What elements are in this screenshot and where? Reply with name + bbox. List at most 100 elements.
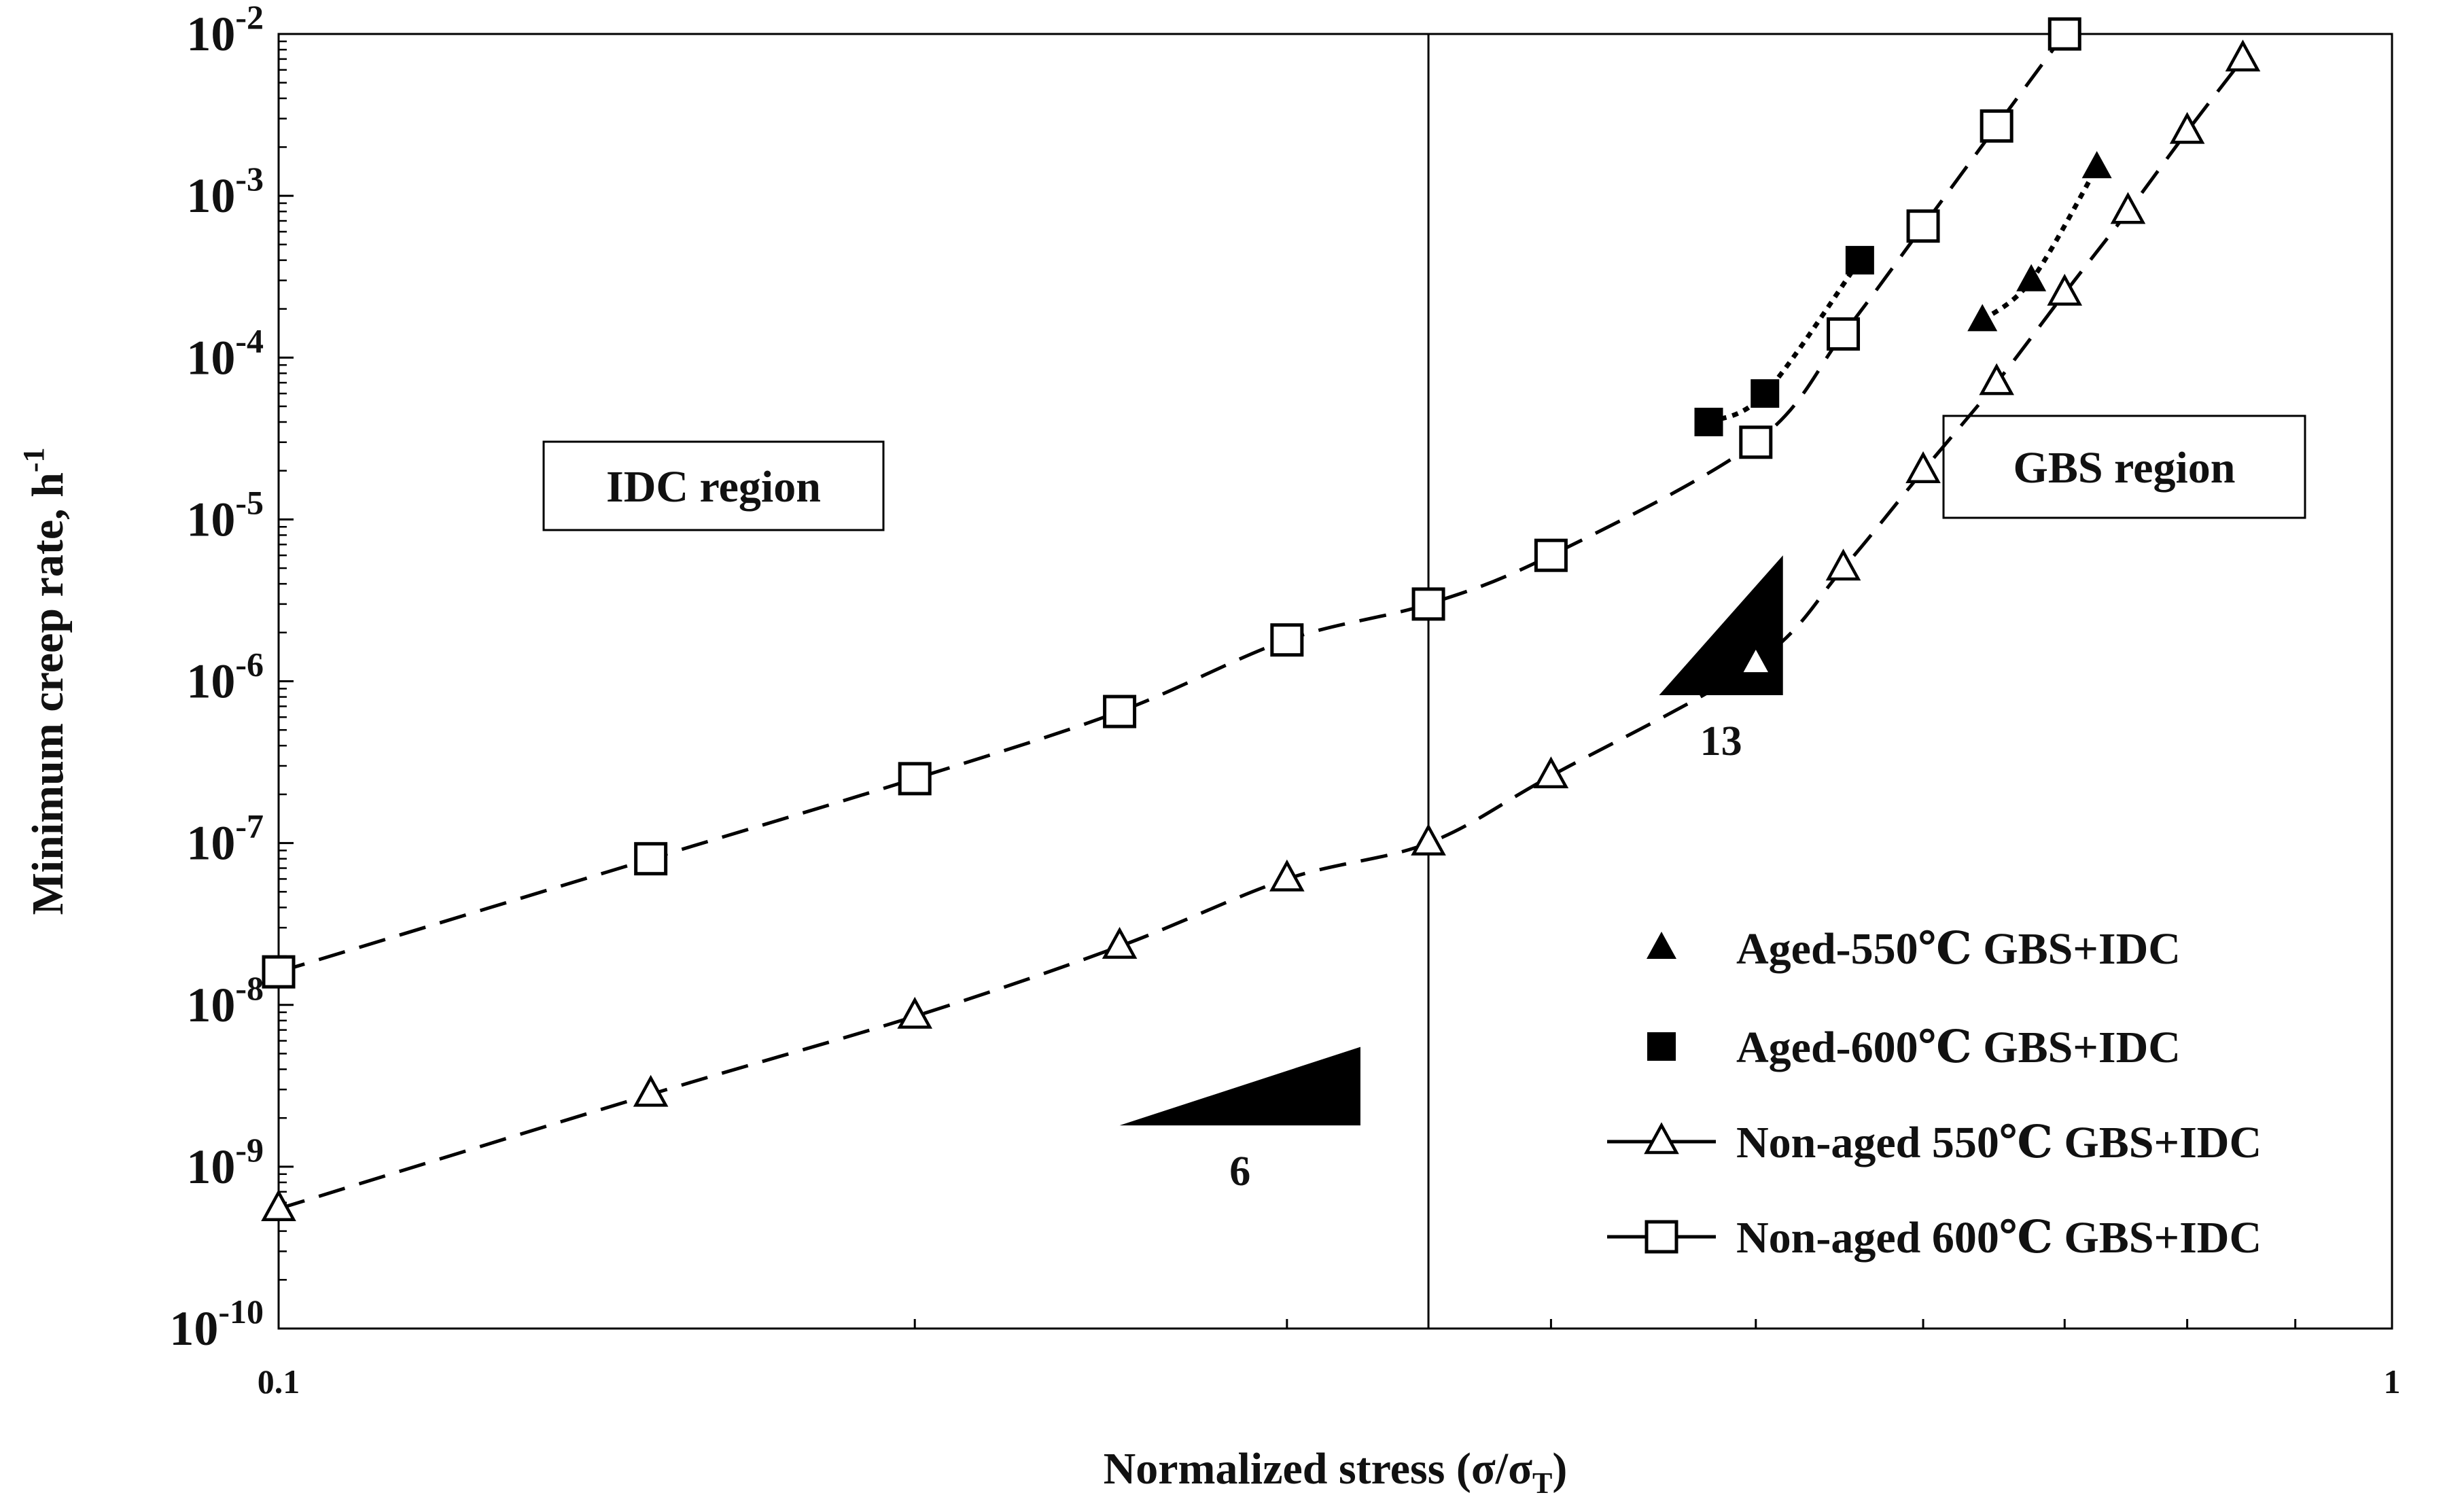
x-axis-title-subscript: T <box>1532 1466 1552 1500</box>
data-point <box>1269 859 1305 892</box>
legend-label: Non-aged 600℃ GBS+IDC <box>1736 1213 2262 1263</box>
y-axis-title-superscript: -1 <box>17 448 50 473</box>
data-point <box>2016 264 2047 292</box>
y-tick-label: 10-10 <box>169 1293 264 1356</box>
data-point <box>1103 695 1137 728</box>
data-point <box>897 996 933 1029</box>
legend-entry: Aged-600℃ GBS+IDC <box>1647 1023 2181 1072</box>
y-tick-base: 10 <box>186 1140 235 1194</box>
y-tick-base: 10 <box>186 330 235 385</box>
data-point <box>1905 451 1941 483</box>
y-axis-title-main: Minimum creep rate, h <box>23 472 73 915</box>
series-markers <box>1694 245 1874 437</box>
data-point <box>2047 17 2081 51</box>
series-markers <box>262 17 2081 989</box>
data-point <box>1102 926 1138 959</box>
region-label: GBS region <box>2013 443 2235 493</box>
series-line <box>1981 166 2099 323</box>
y-tick-exponent: -4 <box>235 321 264 359</box>
data-point <box>1739 425 1773 459</box>
region-labels: IDC region GBS region <box>542 415 2306 531</box>
legend-entry: Aged-550℃ GBS+IDC <box>1647 924 2181 974</box>
series-markers <box>261 39 2261 1221</box>
data-point <box>634 842 668 876</box>
legend-entry: Non-aged 600℃ GBS+IDC <box>1607 1213 2262 1263</box>
y-tick-base: 10 <box>186 816 235 871</box>
legend-marker <box>1647 1032 1676 1061</box>
y-tick-exponent: -6 <box>235 646 264 684</box>
data-point <box>898 762 932 796</box>
slope-triangle <box>1119 1047 1360 1126</box>
y-tick-base: 10 <box>186 492 235 546</box>
x-axis-title-main: Normalized stress (σ/σ <box>1104 1444 1533 1494</box>
y-tick-label: 10-8 <box>186 969 264 1032</box>
region-label: IDC region <box>606 462 821 512</box>
y-tick-base: 10 <box>169 1301 218 1356</box>
data-point <box>1967 304 1998 332</box>
data-point <box>2047 273 2083 306</box>
y-tick-label: 10-9 <box>186 1131 264 1194</box>
region-box <box>1942 415 2306 519</box>
data-point <box>261 1189 296 1221</box>
data-point <box>1979 363 2014 395</box>
data-point <box>1906 209 1940 243</box>
y-tick-base: 10 <box>186 7 235 61</box>
x-tick-label: 1 <box>2384 1362 2401 1401</box>
legend-label: Aged-550℃ GBS+IDC <box>1736 924 2181 974</box>
axes: 10-1010-910-810-710-610-510-410-310-20.1… <box>17 0 2401 1500</box>
x-tick-label: 0.1 <box>258 1362 300 1401</box>
data-point <box>1534 538 1568 572</box>
data-point <box>2169 111 2205 144</box>
x-axis-title: Normalized stress (σ/σT) <box>1104 1444 1568 1500</box>
y-tick-exponent: -8 <box>235 969 264 1007</box>
y-tick-label: 10-3 <box>186 160 264 223</box>
slope-label: 13 <box>1700 718 1742 764</box>
y-tick-exponent: -10 <box>218 1293 264 1331</box>
data-point <box>1533 756 1569 789</box>
y-tick-label: 10-7 <box>186 807 264 871</box>
legend-label: Aged-600℃ GBS+IDC <box>1736 1023 2181 1072</box>
data-point <box>1751 379 1780 408</box>
series-markers <box>1967 151 2112 332</box>
legend: Aged-550℃ GBS+IDC Aged-600℃ GBS+IDC Non-ag… <box>1607 924 2262 1263</box>
y-tick-label: 10-5 <box>186 483 264 546</box>
y-tick-label: 10-4 <box>186 321 264 385</box>
y-tick-base: 10 <box>186 169 235 223</box>
y-axis-title: Minimum creep rate, h-1 <box>17 448 73 915</box>
data-point <box>1694 408 1723 437</box>
data-point <box>262 955 296 989</box>
legend-marker <box>1647 932 1676 959</box>
data-point <box>1980 109 2013 143</box>
y-tick-base: 10 <box>186 978 235 1032</box>
data-point <box>1270 623 1304 657</box>
series-line <box>279 58 2245 1211</box>
data-point <box>1411 587 1445 621</box>
y-tick-label: 10-2 <box>186 0 264 61</box>
data-point <box>1827 317 1861 351</box>
legend-label: Non-aged 550℃ GBS+IDC <box>1736 1118 2262 1167</box>
data-point <box>1738 643 1774 675</box>
legend-entry: Non-aged 550℃ GBS+IDC <box>1607 1118 2262 1167</box>
y-tick-exponent: -2 <box>235 0 264 36</box>
y-tick-label: 10-6 <box>186 646 264 709</box>
y-tick-exponent: -5 <box>235 483 264 521</box>
y-tick-exponent: -7 <box>235 807 264 845</box>
data-point <box>2110 192 2146 224</box>
slope-markers: 6 13 <box>1119 555 1783 1195</box>
data-point <box>1845 245 1874 275</box>
data-point <box>1825 548 1861 581</box>
series-group <box>261 17 2261 1221</box>
y-tick-base: 10 <box>186 654 235 709</box>
region-box <box>542 440 885 531</box>
x-axis-title-end: ) <box>1552 1444 1567 1494</box>
data-point <box>2225 39 2261 72</box>
data-point <box>633 1074 669 1107</box>
data-point <box>1411 823 1446 856</box>
y-tick-exponent: -3 <box>235 160 264 198</box>
legend-marker <box>1645 1220 1678 1254</box>
legend-marker <box>1644 1122 1679 1155</box>
slope-label: 6 <box>1229 1148 1250 1195</box>
y-tick-exponent: -9 <box>235 1131 264 1169</box>
data-point <box>2081 151 2112 179</box>
